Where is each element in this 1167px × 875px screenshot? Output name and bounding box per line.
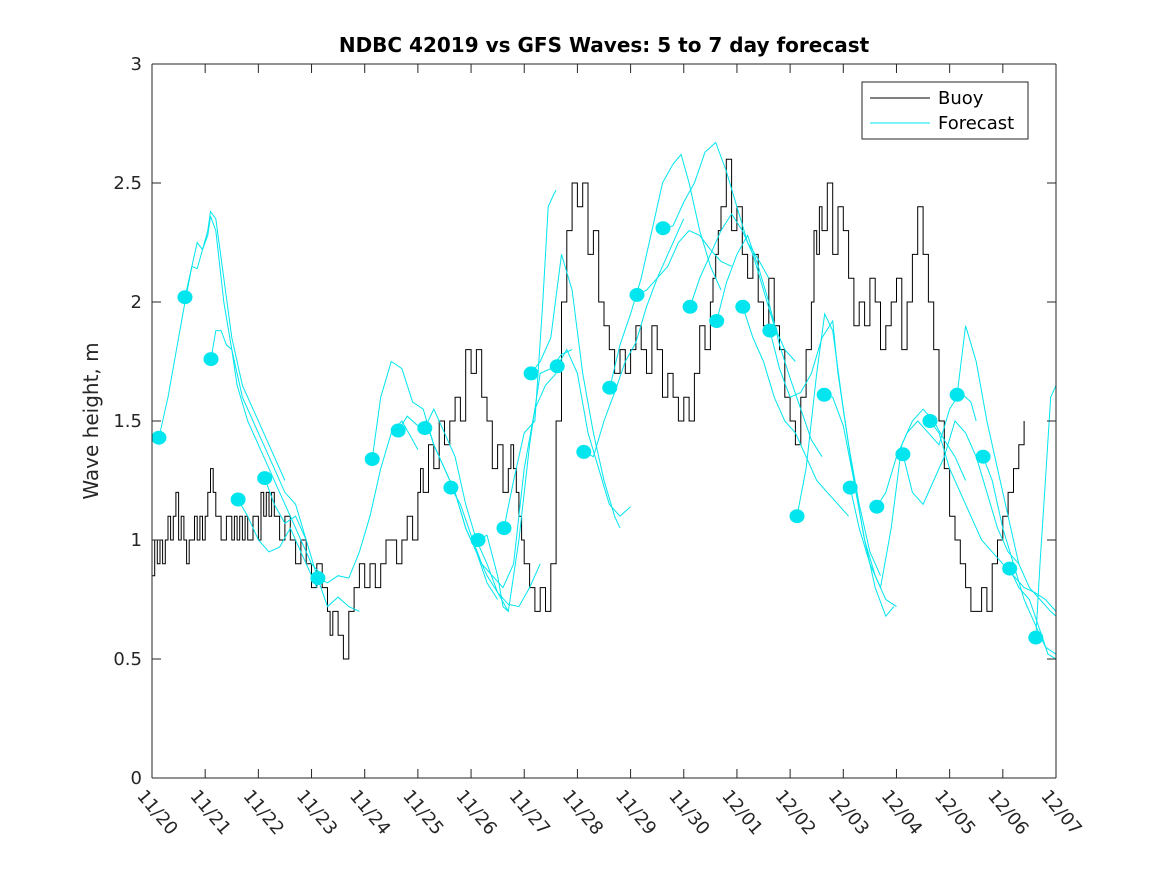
forecast-point bbox=[576, 444, 592, 459]
forecast-point bbox=[443, 480, 459, 495]
forecast-point bbox=[922, 414, 938, 428]
forecast-point bbox=[1028, 630, 1044, 645]
forecast-run-line-24 bbox=[824, 394, 895, 618]
forecast-point bbox=[470, 533, 486, 547]
y-tick-label: 3 bbox=[131, 54, 142, 75]
forecast-point bbox=[975, 449, 991, 464]
forecast-point bbox=[869, 499, 885, 514]
forecast-run-line-15 bbox=[583, 218, 685, 458]
forecast-run-line-3 bbox=[210, 330, 323, 577]
y-tick-label: 2.5 bbox=[113, 173, 142, 194]
forecast-point bbox=[655, 221, 671, 236]
forecast-run-line-14 bbox=[556, 348, 631, 517]
forecast-point bbox=[602, 380, 618, 395]
forecast-run-line-22 bbox=[769, 319, 881, 576]
forecast-point bbox=[257, 471, 273, 486]
y-axis-label: Wave height, m bbox=[79, 342, 103, 499]
forecast-point bbox=[417, 421, 433, 436]
forecast-run-line-4 bbox=[237, 499, 318, 588]
forecast-point bbox=[310, 571, 326, 586]
buoy-line bbox=[152, 158, 1025, 660]
forecast-point bbox=[390, 423, 406, 438]
forecast-point bbox=[230, 492, 246, 507]
forecast-point bbox=[709, 314, 725, 328]
forecast-point bbox=[549, 359, 565, 374]
forecast-run-line-1 bbox=[158, 210, 286, 481]
forecast-run-line-30 bbox=[982, 456, 1056, 655]
chart-title: NDBC 42019 vs GFS Waves: 5 to 7 day fore… bbox=[339, 33, 870, 57]
forecast-run-line-20 bbox=[716, 234, 823, 457]
forecast-point bbox=[816, 387, 832, 402]
forecast-point bbox=[152, 430, 167, 445]
forecast-run-line-32 bbox=[1035, 385, 1056, 638]
forecast-run-line-9 bbox=[424, 407, 541, 608]
forecast-run-line-28 bbox=[929, 420, 1056, 612]
forecast-point bbox=[842, 480, 858, 495]
forecast-run-line-27 bbox=[902, 419, 1020, 565]
y-tick-label: 1.5 bbox=[113, 411, 142, 432]
forecast-point bbox=[789, 509, 805, 524]
forecast-point bbox=[682, 299, 698, 314]
forecast-run-line-19 bbox=[689, 212, 796, 362]
legend-box bbox=[861, 81, 1029, 140]
forecast-point bbox=[203, 352, 219, 367]
forecast-point bbox=[735, 299, 751, 314]
y-tick-label: 0.5 bbox=[113, 649, 142, 670]
forecast-run-line-29 bbox=[956, 325, 1056, 617]
forecast-point bbox=[523, 366, 539, 381]
forecast-run-line-12 bbox=[503, 189, 557, 529]
y-tick-label: 0 bbox=[131, 768, 142, 789]
forecast-point bbox=[496, 521, 512, 536]
forecast-point bbox=[895, 447, 911, 462]
forecast-run-line-8 bbox=[397, 415, 509, 612]
y-tick-label: 1 bbox=[131, 530, 142, 551]
legend-label-forecast: Forecast bbox=[938, 113, 1014, 134]
forecast-run-line-2 bbox=[184, 216, 307, 541]
forecast-run-line-5 bbox=[264, 477, 360, 612]
forecast-run-line-31 bbox=[1009, 568, 1056, 660]
legend: Buoy Forecast bbox=[861, 81, 1029, 140]
forecast-point bbox=[364, 452, 380, 467]
forecast-run-line-10 bbox=[450, 373, 557, 589]
forecast-run-line-6 bbox=[317, 420, 419, 584]
forecast-run-line-13 bbox=[530, 254, 621, 529]
y-tick-label: 2 bbox=[131, 292, 142, 313]
data-layer bbox=[152, 141, 1056, 660]
forecast-run-line-18 bbox=[662, 141, 770, 279]
forecast-run-line-16 bbox=[609, 153, 722, 388]
forecast-point bbox=[949, 387, 965, 402]
forecast-point bbox=[629, 287, 645, 302]
forecast-point bbox=[762, 323, 778, 338]
forecast-point bbox=[177, 290, 193, 305]
forecast-run-line-17 bbox=[636, 229, 732, 296]
legend-label-buoy: Buoy bbox=[938, 88, 984, 109]
forecast-point bbox=[1002, 561, 1018, 576]
forecast-run-line-21 bbox=[742, 306, 849, 517]
